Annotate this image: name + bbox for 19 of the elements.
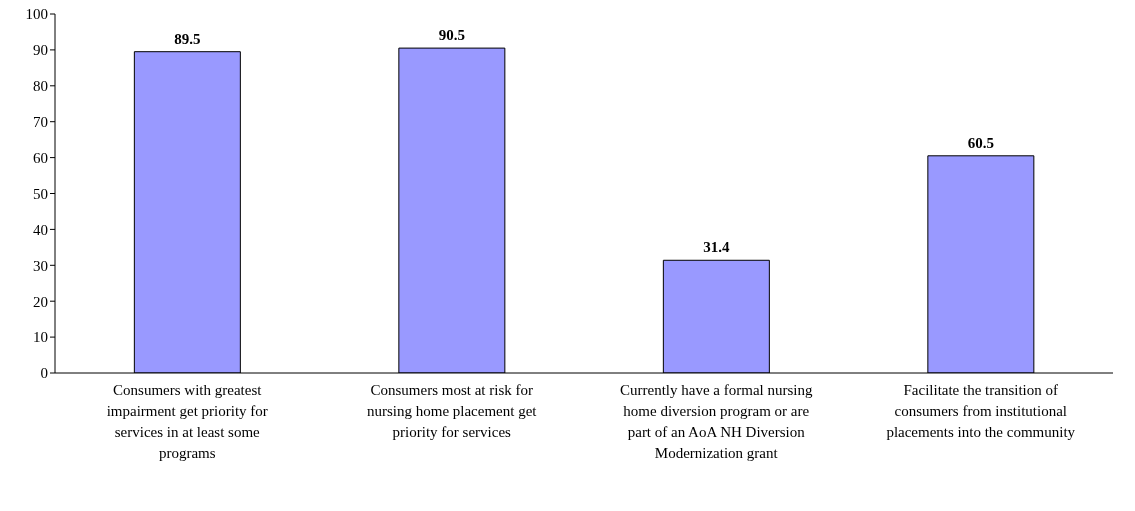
data-label: 90.5	[438, 27, 465, 44]
y-tick-label: 60	[33, 149, 48, 166]
y-tick-label: 10	[33, 329, 48, 346]
y-tick-label: 100	[25, 6, 48, 23]
y-tick-label: 0	[40, 365, 48, 382]
y-tick-label: 50	[33, 185, 48, 202]
y-tick-label: 30	[33, 257, 48, 274]
x-tick-label: Consumers with greatest impairment get priority for services in at least some programs	[106, 382, 268, 461]
y-tick-label: 90	[33, 42, 48, 59]
y-tick-label: 70	[33, 114, 48, 131]
x-tick-label: Consumers most at risk for nursing home placement get priority for services	[366, 382, 538, 440]
y-tick-label: 40	[33, 221, 48, 238]
x-tick-label: Currently have a formal nursing home diversion program or are part of an AoA NH Diversion Modernization grant	[620, 382, 813, 461]
data-label: 89.5	[174, 30, 201, 47]
x-tick-label: Facilitate the transition of consumers from institutional placements into the community	[886, 382, 1076, 440]
data-label: 60.5	[967, 134, 994, 151]
data-label: 31.4	[703, 239, 730, 256]
y-tick-label: 20	[33, 293, 48, 310]
y-tick-label: 80	[33, 78, 48, 95]
